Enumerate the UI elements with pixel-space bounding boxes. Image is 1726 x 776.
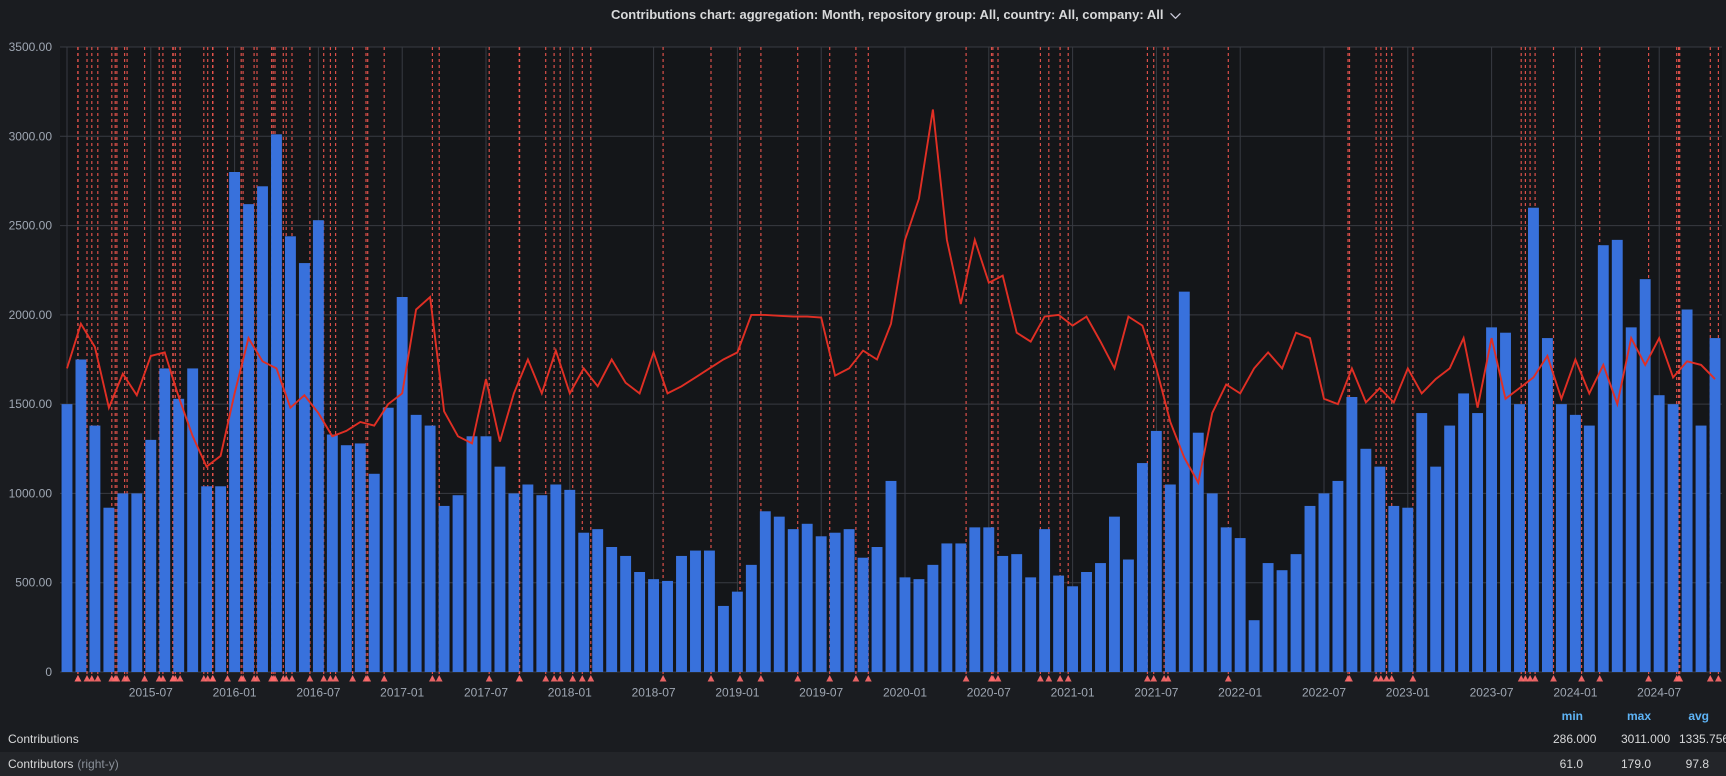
svg-text:2017-07: 2017-07 bbox=[464, 686, 508, 700]
svg-text:3500.00: 3500.00 bbox=[9, 40, 53, 54]
svg-text:2017-01: 2017-01 bbox=[380, 686, 424, 700]
svg-text:2000.00: 2000.00 bbox=[9, 308, 53, 322]
svg-text:2500.00: 2500.00 bbox=[9, 219, 53, 233]
svg-text:2021-01: 2021-01 bbox=[1051, 686, 1095, 700]
svg-text:2022-07: 2022-07 bbox=[1302, 686, 1346, 700]
svg-text:1500.00: 1500.00 bbox=[9, 397, 53, 411]
svg-text:1000.00: 1000.00 bbox=[9, 486, 53, 500]
svg-text:2015-07: 2015-07 bbox=[129, 686, 173, 700]
svg-text:2016-07: 2016-07 bbox=[296, 686, 340, 700]
svg-text:2023-07: 2023-07 bbox=[1470, 686, 1514, 700]
svg-text:2020-07: 2020-07 bbox=[967, 686, 1011, 700]
svg-text:2021-07: 2021-07 bbox=[1134, 686, 1178, 700]
svg-text:2018-07: 2018-07 bbox=[632, 686, 676, 700]
svg-text:2023-01: 2023-01 bbox=[1386, 686, 1430, 700]
svg-text:2019-07: 2019-07 bbox=[799, 686, 843, 700]
svg-text:2024-07: 2024-07 bbox=[1637, 686, 1681, 700]
svg-text:2024-01: 2024-01 bbox=[1553, 686, 1597, 700]
svg-text:2016-01: 2016-01 bbox=[213, 686, 257, 700]
svg-text:500.00: 500.00 bbox=[15, 576, 52, 590]
svg-text:3000.00: 3000.00 bbox=[9, 129, 53, 143]
svg-text:2020-01: 2020-01 bbox=[883, 686, 927, 700]
svg-text:0: 0 bbox=[45, 665, 52, 679]
svg-text:2022-01: 2022-01 bbox=[1218, 686, 1262, 700]
svg-text:2018-01: 2018-01 bbox=[548, 686, 592, 700]
svg-text:2019-01: 2019-01 bbox=[715, 686, 759, 700]
